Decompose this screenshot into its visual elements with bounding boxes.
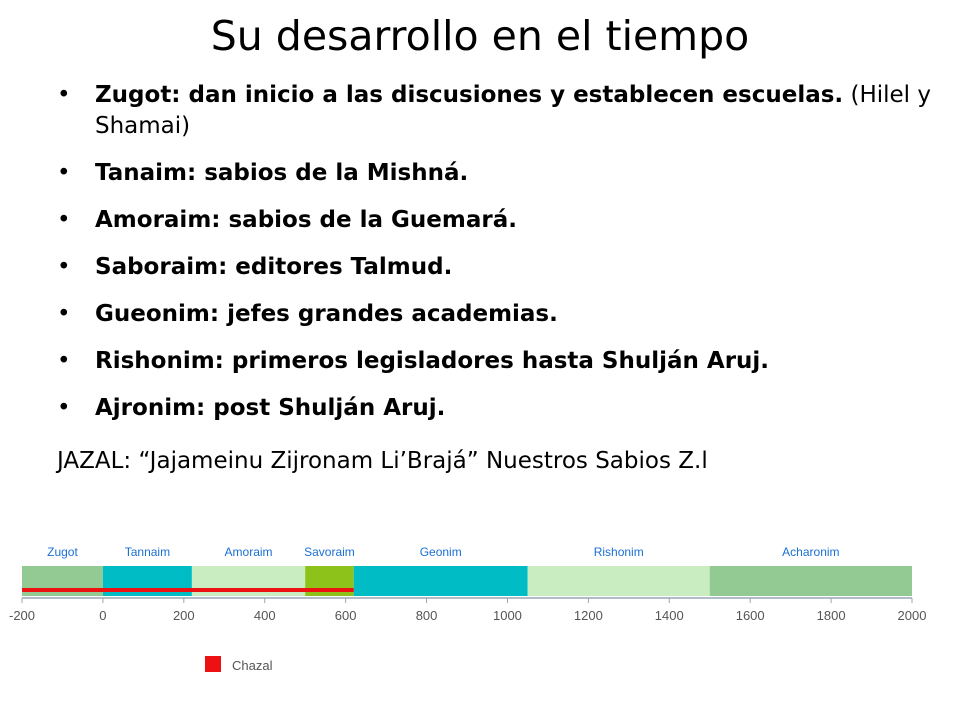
bullet-text: Saboraim: editores Talmud. (95, 254, 453, 280)
axis-tick-label: 1800 (817, 608, 846, 623)
bullet-text: Tanaim: sabios de la Mishná. (95, 160, 469, 186)
legend-label: Chazal (232, 658, 273, 673)
bullet-item: • Amoraim: sabios de la Guemará. (57, 205, 937, 236)
bullet-item: • Gueonim: jefes grandes academias. (57, 299, 937, 330)
bullet-text: Zugot: dan inicio a las discusiones y es… (95, 82, 844, 108)
bullet-item: • Ajronim: post Shulján Aruj. (57, 393, 937, 424)
period-bar (353, 566, 528, 596)
bullet-dot-icon: • (57, 160, 71, 186)
bullet-dot-icon: • (57, 254, 71, 280)
period-label: Amoraim (225, 545, 273, 559)
bullet-text: Gueonim: jefes grandes academias. (95, 301, 558, 327)
bullet-dot-icon: • (57, 207, 71, 233)
bullet-list: • Zugot: dan inicio a las discusiones y e… (57, 80, 937, 440)
bullet-item: • Rishonim: primeros legisladores hasta S… (57, 346, 937, 377)
bullet-text: Amoraim: sabios de la Guemará. (95, 207, 517, 233)
axis-tick-label: 800 (416, 608, 438, 623)
bullet-dot-icon: • (57, 82, 71, 108)
axis-tick-label: 200 (173, 608, 195, 623)
bullet-text: Rishonim: primeros legisladores hasta Sh… (95, 348, 770, 374)
period-label: Rishonim (594, 545, 644, 559)
chazal-highlight-line (22, 588, 354, 592)
eras-timeline-chart: Zugot Tannaim Amoraim Savoraim Geonim Rishoni… (9, 545, 927, 673)
period-label: Savoraim (304, 545, 355, 559)
period-label: Geonim (420, 545, 462, 559)
axis-tick-label: -200 (9, 608, 35, 623)
axis-tick-label: 1600 (736, 608, 765, 623)
axis-tick-label: 0 (99, 608, 106, 623)
period-bar (527, 566, 710, 596)
axis-tick-label: 1400 (655, 608, 684, 623)
period-bar (709, 566, 912, 596)
axis-tick-label: 1200 (574, 608, 603, 623)
period-label: Tannaim (125, 545, 170, 559)
period-label: Zugot (47, 545, 78, 559)
axis-tick-label: 400 (254, 608, 276, 623)
axis-tick-label: 2000 (898, 608, 927, 623)
bullet-dot-icon: • (57, 301, 71, 327)
bullet-item: • Zugot: dan inicio a las discusiones y e… (57, 80, 937, 142)
axis-tick-label: 600 (335, 608, 357, 623)
slide-title: Su desarrollo en el tiempo (210, 12, 750, 60)
bullet-note: (Hilel y Shamai) (95, 82, 931, 139)
bullet-item: • Saboraim: editores Talmud. (57, 252, 937, 283)
bullet-text: Ajronim: post Shulján Aruj. (95, 395, 446, 421)
jazal-definition: JAZAL: “Jajameinu Zijronam Li’Brajá” Nue… (57, 448, 708, 474)
axis-tick-label: 1000 (493, 608, 522, 623)
bullet-dot-icon: • (57, 348, 71, 374)
legend-swatch (205, 656, 221, 672)
bullet-dot-icon: • (57, 395, 71, 421)
bullet-item: • Tanaim: sabios de la Mishná. (57, 158, 937, 189)
period-label: Acharonim (782, 545, 839, 559)
